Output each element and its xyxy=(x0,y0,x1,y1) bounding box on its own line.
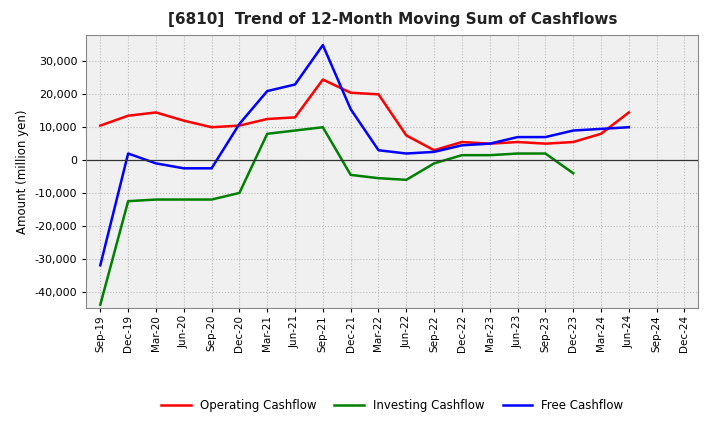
Investing Cashflow xyxy=(513,151,522,156)
Investing Cashflow xyxy=(291,128,300,133)
Investing Cashflow xyxy=(485,153,494,158)
Line: Free Cashflow: Free Cashflow xyxy=(100,45,629,265)
Free Cashflow xyxy=(235,121,243,127)
Operating Cashflow xyxy=(597,131,606,136)
Investing Cashflow xyxy=(458,153,467,158)
Operating Cashflow xyxy=(374,92,383,97)
Free Cashflow xyxy=(569,128,577,133)
Free Cashflow xyxy=(291,82,300,87)
Operating Cashflow xyxy=(402,133,410,138)
Investing Cashflow xyxy=(263,131,271,136)
Legend: Operating Cashflow, Investing Cashflow, Free Cashflow: Operating Cashflow, Investing Cashflow, … xyxy=(156,394,629,417)
Investing Cashflow xyxy=(569,171,577,176)
Free Cashflow xyxy=(263,88,271,94)
Operating Cashflow xyxy=(346,90,355,95)
Investing Cashflow xyxy=(207,197,216,202)
Free Cashflow xyxy=(318,42,327,48)
Investing Cashflow xyxy=(124,198,132,204)
Free Cashflow xyxy=(513,135,522,140)
Operating Cashflow xyxy=(318,77,327,82)
Free Cashflow xyxy=(207,166,216,171)
Free Cashflow xyxy=(124,151,132,156)
Free Cashflow xyxy=(541,135,550,140)
Free Cashflow xyxy=(624,125,633,130)
Operating Cashflow xyxy=(485,141,494,147)
Operating Cashflow xyxy=(569,139,577,145)
Investing Cashflow xyxy=(235,191,243,196)
Operating Cashflow xyxy=(430,147,438,153)
Operating Cashflow xyxy=(458,139,467,145)
Investing Cashflow xyxy=(430,161,438,166)
Free Cashflow xyxy=(96,263,104,268)
Operating Cashflow xyxy=(96,123,104,128)
Free Cashflow xyxy=(458,143,467,148)
Investing Cashflow xyxy=(179,197,188,202)
Operating Cashflow xyxy=(124,113,132,118)
Investing Cashflow xyxy=(402,177,410,183)
Free Cashflow xyxy=(597,126,606,132)
Operating Cashflow xyxy=(152,110,161,115)
Free Cashflow xyxy=(346,106,355,112)
Operating Cashflow xyxy=(263,116,271,121)
Investing Cashflow xyxy=(374,176,383,181)
Investing Cashflow xyxy=(152,197,161,202)
Free Cashflow xyxy=(179,166,188,171)
Operating Cashflow xyxy=(235,123,243,128)
Investing Cashflow xyxy=(318,125,327,130)
Investing Cashflow xyxy=(541,151,550,156)
Line: Operating Cashflow: Operating Cashflow xyxy=(100,80,629,150)
Free Cashflow xyxy=(152,161,161,166)
Free Cashflow xyxy=(485,141,494,147)
Operating Cashflow xyxy=(513,139,522,145)
Free Cashflow xyxy=(402,151,410,156)
Operating Cashflow xyxy=(207,125,216,130)
Investing Cashflow xyxy=(96,302,104,308)
Operating Cashflow xyxy=(291,115,300,120)
Operating Cashflow xyxy=(541,141,550,147)
Y-axis label: Amount (million yen): Amount (million yen) xyxy=(16,110,30,234)
Investing Cashflow xyxy=(346,172,355,177)
Free Cashflow xyxy=(430,149,438,154)
Operating Cashflow xyxy=(179,118,188,123)
Title: [6810]  Trend of 12-Month Moving Sum of Cashflows: [6810] Trend of 12-Month Moving Sum of C… xyxy=(168,12,617,27)
Free Cashflow xyxy=(374,147,383,153)
Operating Cashflow xyxy=(624,110,633,115)
Line: Investing Cashflow: Investing Cashflow xyxy=(100,127,573,305)
